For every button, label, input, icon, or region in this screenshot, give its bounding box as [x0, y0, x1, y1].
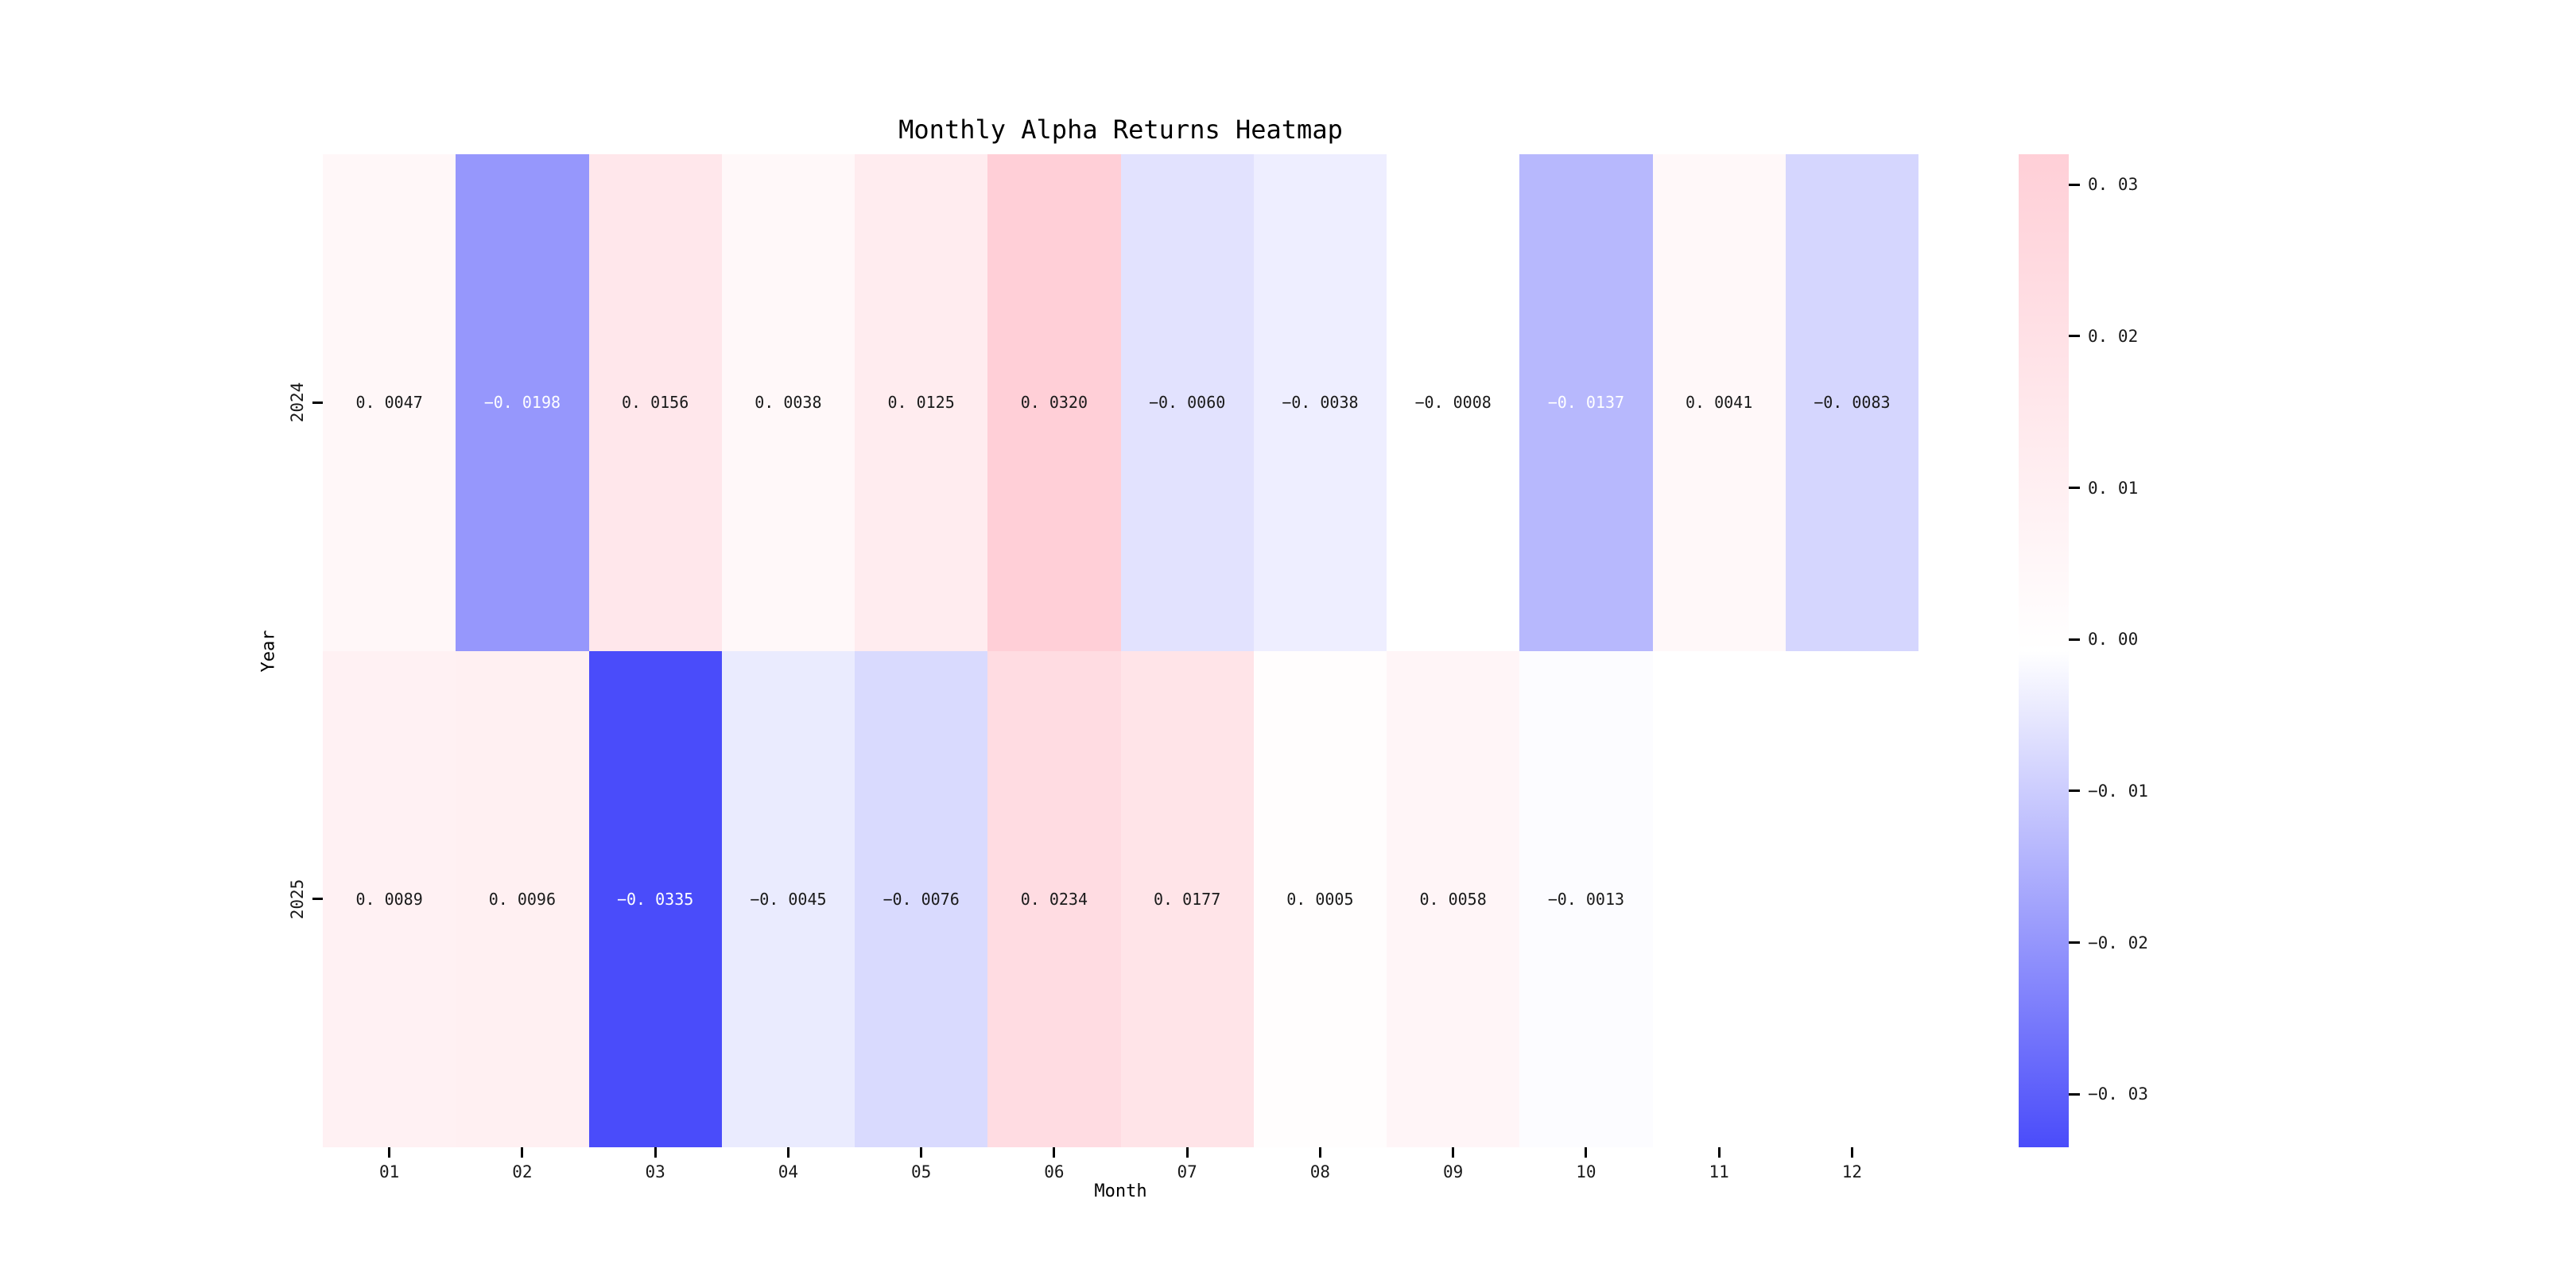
heatmap-cell: −0. 0083 — [1785, 154, 1918, 651]
heatmap-cell: 0. 0177 — [1120, 650, 1254, 1147]
heatmap-cell: 0. 0058 — [1387, 650, 1520, 1147]
colorbar-tick-label: 0. 02 — [2088, 326, 2139, 346]
x-tick-label: 11 — [1709, 1162, 1729, 1181]
x-tick — [654, 1147, 657, 1158]
colorbar-tick-label: 0. 03 — [2088, 175, 2139, 195]
x-tick-label: 05 — [910, 1162, 932, 1181]
heatmap-cell: −0. 0335 — [588, 650, 722, 1147]
colorbar-tick-label: −0. 01 — [2088, 781, 2148, 801]
cell-value: 0. 0320 — [1020, 393, 1088, 413]
y-axis-label: Year — [258, 630, 279, 672]
x-tick — [1717, 1147, 1721, 1158]
heatmap-cell: −0. 0013 — [1519, 650, 1653, 1147]
x-tick — [1053, 1147, 1056, 1158]
x-tick — [1318, 1147, 1321, 1158]
heatmap-cell — [1652, 650, 1786, 1147]
x-tick-label: 07 — [1177, 1162, 1197, 1181]
heatmap-plot-area: 0. 0047 −0. 0198 0. 0156 0. 0038 0. 0125 0. 0… — [323, 154, 1918, 1147]
x-tick — [521, 1147, 524, 1158]
cell-value: 0. 0234 — [1020, 889, 1088, 909]
heatmap-cell: 0. 0089 — [323, 650, 456, 1147]
x-tick — [388, 1147, 391, 1158]
heatmap-cell: 0. 0320 — [987, 154, 1121, 651]
heatmap-cell: −0. 0008 — [1387, 154, 1520, 651]
x-tick-label: 10 — [1576, 1162, 1596, 1181]
cell-value: −0. 0038 — [1282, 393, 1359, 413]
heatmap-cell: 0. 0038 — [721, 154, 855, 651]
cell-value: −0. 0137 — [1547, 393, 1625, 413]
x-tick-label: 06 — [1044, 1162, 1065, 1181]
colorbar-tick — [2069, 1092, 2080, 1096]
cell-value: 0. 0005 — [1286, 889, 1354, 909]
cell-value: −0. 0060 — [1148, 393, 1226, 413]
colorbar-tick — [2069, 335, 2080, 338]
cell-value: −0. 0076 — [883, 889, 960, 909]
colorbar-tick-label: 0. 01 — [2088, 478, 2139, 498]
x-tick — [1185, 1147, 1189, 1158]
x-axis-label: Month — [1094, 1181, 1147, 1201]
x-tick — [786, 1147, 789, 1158]
heatmap-cell: −0. 0045 — [721, 650, 855, 1147]
heatmap-cell: −0. 0038 — [1253, 154, 1387, 651]
heatmap-cell: −0. 0076 — [855, 650, 988, 1147]
colorbar-tick — [2069, 789, 2080, 793]
heatmap-cell: 0. 0005 — [1253, 650, 1387, 1147]
y-tick — [312, 898, 323, 901]
heatmap-cell: 0. 0234 — [987, 650, 1121, 1147]
y-tick-label: 2025 — [288, 879, 307, 920]
cell-value: 0. 0089 — [355, 889, 423, 909]
cell-value: 0. 0156 — [621, 393, 689, 413]
heatmap-cell: 0. 0096 — [456, 650, 589, 1147]
heatmap-cell: 0. 0125 — [855, 154, 988, 651]
colorbar-tick-label: −0. 03 — [2088, 1084, 2148, 1104]
colorbar-tick — [2069, 487, 2080, 489]
cell-value: 0. 0125 — [887, 393, 955, 413]
cell-value: 0. 0041 — [1685, 393, 1753, 413]
colorbar-tick — [2069, 183, 2080, 186]
x-tick — [1585, 1147, 1588, 1158]
y-tick — [312, 401, 323, 404]
heatmap-cell: −0. 0137 — [1519, 154, 1653, 651]
cell-value: 0. 0038 — [755, 393, 822, 413]
colorbar — [2019, 154, 2069, 1147]
colorbar-tick — [2069, 638, 2080, 641]
cell-value: −0. 0198 — [483, 393, 561, 413]
x-tick — [920, 1147, 923, 1158]
heatmap-cell: −0. 0060 — [1120, 154, 1254, 651]
colorbar-tick-label: −0. 02 — [2088, 933, 2148, 952]
cell-value: 0. 0047 — [355, 393, 423, 413]
cell-value: −0. 0045 — [750, 889, 827, 909]
x-tick-label: 08 — [1309, 1162, 1331, 1181]
heatmap-cell: 0. 0156 — [588, 154, 722, 651]
colorbar-tick — [2069, 941, 2080, 945]
cell-value: −0. 0335 — [616, 889, 694, 909]
cell-value: −0. 0083 — [1814, 393, 1891, 413]
chart-title: Monthly Alpha Returns Heatmap — [898, 114, 1343, 145]
cell-value: 0. 0058 — [1419, 889, 1487, 909]
x-tick-label: 04 — [778, 1162, 799, 1181]
x-tick-label: 02 — [512, 1162, 533, 1181]
x-tick — [1452, 1147, 1455, 1158]
heatmap-cell: 0. 0041 — [1652, 154, 1786, 651]
x-tick-label: 09 — [1442, 1162, 1464, 1181]
cell-value: 0. 0096 — [488, 889, 557, 909]
x-tick — [1850, 1147, 1853, 1158]
heatmap-cell — [1785, 650, 1918, 1147]
colorbar-tick-label: 0. 00 — [2088, 630, 2139, 650]
x-tick-label: 01 — [378, 1162, 400, 1181]
x-tick-label: 03 — [645, 1162, 665, 1181]
cell-value: −0. 0008 — [1414, 393, 1492, 413]
heatmap-cell: −0. 0198 — [456, 154, 589, 651]
heatmap-cell: 0. 0047 — [323, 154, 456, 651]
y-tick-label: 2024 — [288, 382, 307, 423]
cell-value: 0. 0177 — [1153, 889, 1221, 909]
x-tick-label: 12 — [1841, 1162, 1863, 1181]
cell-value: −0. 0013 — [1547, 889, 1625, 909]
